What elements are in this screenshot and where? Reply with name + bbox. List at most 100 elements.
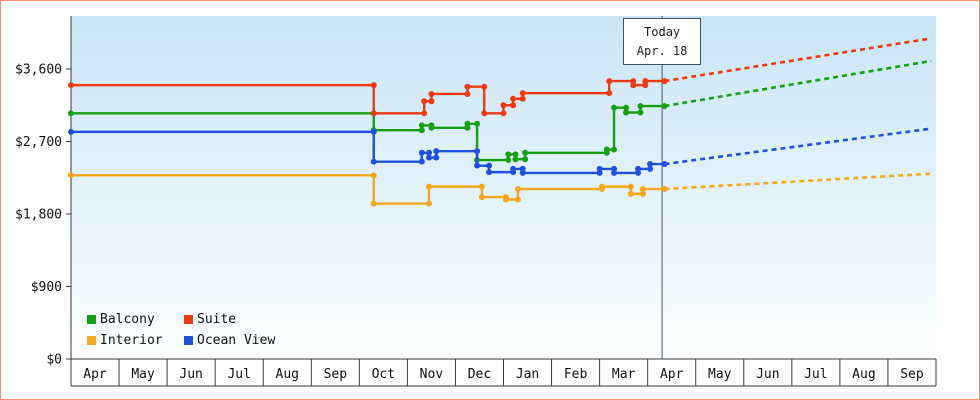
data-point-interior (627, 190, 634, 197)
data-point-balcony (505, 151, 512, 158)
data-point-ocean-view (519, 169, 526, 176)
y-tick-label: $2,700 (15, 135, 62, 150)
month-label: Oct (372, 367, 395, 382)
series-forecast-balcony (664, 59, 932, 108)
data-point-ocean-view (370, 158, 377, 165)
month-label: Aug (852, 367, 875, 382)
data-point-suite (606, 78, 613, 85)
data-point-interior (627, 183, 634, 190)
data-point-suite (510, 95, 517, 102)
data-point-interior (426, 200, 433, 207)
data-point-interior (514, 186, 521, 193)
data-point-ocean-view (661, 161, 668, 168)
data-point-ocean-view (418, 158, 425, 165)
data-point-ocean-view (635, 165, 642, 172)
data-point-balcony (474, 120, 481, 127)
month-label: Jan (516, 367, 539, 382)
data-point-interior (370, 172, 377, 179)
data-point-suite (606, 90, 613, 97)
data-point-balcony (623, 104, 630, 111)
data-point-balcony (611, 146, 618, 153)
data-point-suite (428, 98, 435, 105)
month-label: Jun (756, 367, 779, 382)
data-point-suite (500, 110, 507, 117)
legend-label-interior: Interior (100, 333, 163, 348)
data-point-suite (370, 110, 377, 117)
data-point-balcony (637, 109, 644, 116)
data-point-ocean-view (426, 154, 433, 161)
legend-item-balcony: Balcony (87, 312, 184, 327)
data-point-ocean-view (370, 128, 377, 135)
interior-swatch-icon (87, 336, 96, 345)
data-point-ocean-view (426, 149, 433, 156)
data-point-interior (639, 190, 646, 197)
legend-label-ocean-view: Ocean View (197, 333, 276, 348)
data-point-ocean-view (647, 165, 654, 172)
data-point-interior (661, 186, 668, 193)
month-label: Apr (83, 367, 107, 382)
chart-legend: Balcony Suite Interior Ocean View (87, 312, 275, 348)
month-label: Sep (900, 367, 924, 382)
today-annotation: Today Apr. 18 (623, 18, 702, 66)
month-label: May (708, 367, 732, 382)
data-point-suite (464, 90, 471, 97)
data-point-ocean-view (611, 169, 618, 176)
data-point-interior (68, 172, 74, 179)
data-point-suite (510, 102, 517, 109)
data-point-interior (514, 196, 521, 203)
data-point-suite (421, 110, 428, 117)
today-label: Today (644, 25, 681, 39)
data-point-suite (630, 82, 637, 89)
data-point-suite (464, 83, 471, 90)
month-label: May (131, 367, 155, 382)
data-point-balcony (512, 151, 519, 158)
data-point-suite (481, 110, 488, 117)
y-tick-label: $1,800 (15, 208, 62, 223)
balcony-swatch-icon (87, 315, 96, 324)
data-point-suite (481, 83, 488, 90)
data-point-balcony (603, 146, 610, 153)
data-point-balcony (522, 156, 529, 163)
data-point-balcony (464, 120, 471, 127)
data-point-ocean-view (486, 169, 493, 176)
data-point-balcony (637, 103, 644, 110)
data-point-balcony (68, 110, 74, 117)
data-point-suite (642, 78, 649, 85)
data-point-ocean-view (510, 165, 517, 172)
data-point-interior (599, 183, 606, 190)
data-point-ocean-view (68, 128, 74, 135)
month-label: Dec (468, 367, 491, 382)
legend-label-balcony: Balcony (100, 312, 155, 327)
data-point-suite (68, 82, 74, 89)
data-point-ocean-view (596, 165, 603, 172)
data-point-interior (478, 183, 485, 190)
data-point-balcony (505, 157, 512, 164)
data-point-suite (421, 98, 428, 105)
data-point-suite (370, 82, 377, 89)
data-point-interior (478, 194, 485, 201)
month-label: Sep (324, 367, 348, 382)
data-point-suite (500, 102, 507, 109)
data-point-balcony (512, 156, 519, 163)
data-point-balcony (418, 122, 425, 129)
month-label: Aug (276, 367, 299, 382)
data-point-balcony (522, 149, 529, 156)
data-point-ocean-view (474, 162, 481, 169)
month-label: Jun (179, 367, 202, 382)
data-point-suite (519, 95, 526, 102)
data-point-balcony (623, 109, 630, 116)
data-point-suite (661, 78, 668, 85)
data-point-interior (502, 196, 509, 203)
month-label: Jul (227, 367, 250, 382)
data-point-balcony (611, 104, 618, 111)
month-label: Mar (612, 367, 636, 382)
legend-item-interior: Interior (87, 333, 184, 348)
data-point-suite (519, 90, 526, 97)
data-point-balcony (661, 103, 668, 110)
today-date: Apr. 18 (636, 43, 688, 58)
plot-area (71, 16, 936, 359)
data-point-ocean-view (486, 162, 493, 169)
data-point-interior (639, 186, 646, 193)
